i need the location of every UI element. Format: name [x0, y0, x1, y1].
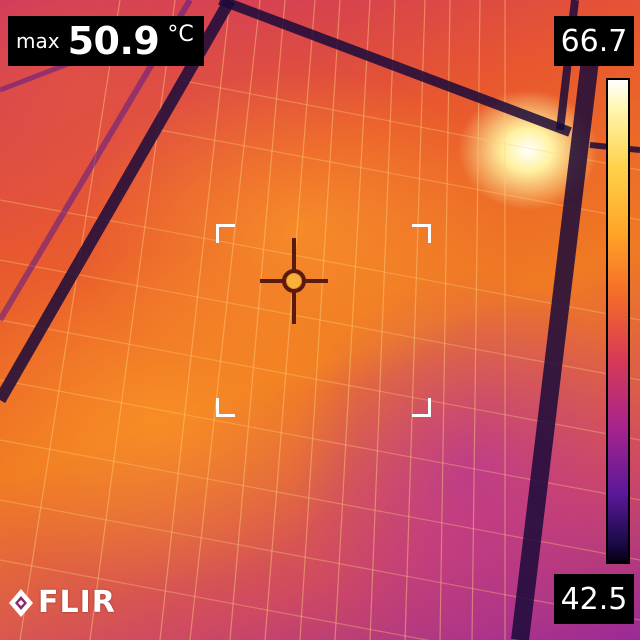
temperature-unit: °C [167, 22, 194, 47]
scale-max-value: 66.7 [554, 16, 634, 66]
measurement-box-corner-top-left [216, 224, 235, 243]
spot-meter-crosshair-icon [260, 238, 328, 324]
flir-logo: FLIR [8, 585, 116, 620]
measurement-box-corner-bottom-left [216, 398, 235, 417]
measurement-box-corner-bottom-right [412, 398, 431, 417]
scale-min-value: 42.5 [554, 574, 634, 624]
flir-mark-icon [9, 588, 33, 617]
max-label: max [16, 29, 60, 53]
max-value: 50.9 [67, 19, 160, 63]
max-temperature-readout: max 50.9 °C [8, 16, 204, 66]
color-scale-bar [606, 78, 630, 564]
flir-logo-text: FLIR [38, 585, 116, 620]
measurement-box-corner-top-right [412, 224, 431, 243]
